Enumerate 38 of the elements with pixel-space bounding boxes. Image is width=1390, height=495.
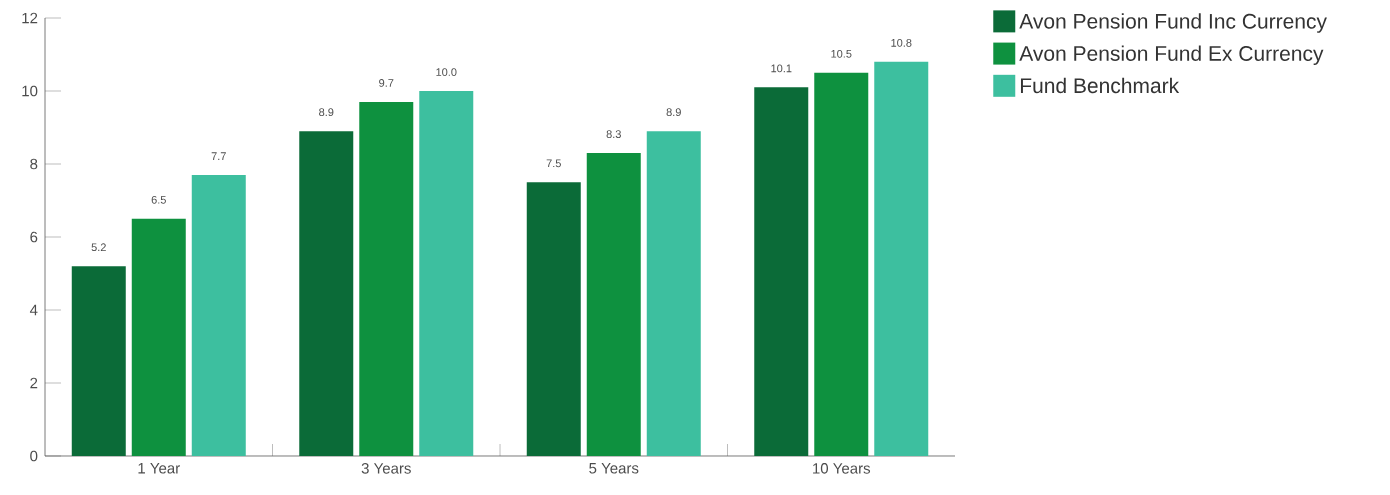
bar [646,131,701,456]
data-label: 8.9 [319,108,334,117]
x-tick-label: 1 Year [138,463,180,474]
bar [131,218,186,456]
data-label: 10.0 [436,68,457,76]
y-tick-label: 10 [22,85,38,97]
data-label: 10.5 [831,49,852,58]
y-tick-label: 6 [30,231,38,243]
data-label: 10.1 [771,64,792,73]
legend-label: Avon Pension Fund Ex Currency [1019,45,1324,66]
bar [874,61,929,456]
x-tick-label: 3 Years [361,463,411,474]
y-tick-label: 2 [30,377,38,389]
bar [814,72,869,456]
y-tick-label: 0 [30,450,38,462]
y-tick-label: 4 [29,304,38,316]
bar [586,153,641,456]
x-tick-label: 10 Years [813,463,871,474]
bar [299,131,354,456]
bar [191,174,246,456]
legend-label: Avon Pension Fund Inc Currency [1019,13,1327,33]
legend-label: Fund Benchmark [1020,77,1180,94]
data-label: 8.9 [666,108,681,117]
bar [71,266,126,456]
bar [526,182,581,456]
y-tick-label: 8 [30,158,38,170]
bar [359,101,414,456]
data-label: 5.2 [91,243,106,252]
bar [419,91,474,456]
data-label: 7.5 [546,159,561,168]
data-label: 10.8 [891,38,912,47]
y-tick-label: 12 [22,12,38,24]
bar [754,87,809,456]
data-label: 6.5 [151,195,166,204]
data-label: 8.3 [606,130,621,138]
x-tick-label: 5 Years [589,463,639,474]
data-label: 9.7 [379,79,394,87]
data-label: 7.7 [211,152,226,160]
